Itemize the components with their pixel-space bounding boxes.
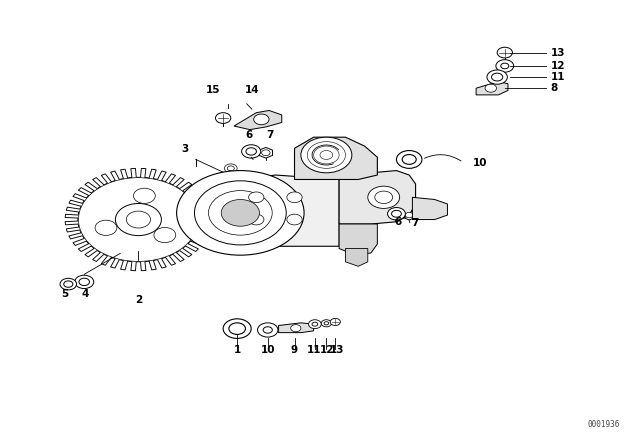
Polygon shape [403,210,415,220]
Circle shape [396,151,422,168]
Circle shape [497,47,513,58]
Circle shape [134,188,156,203]
Text: 15: 15 [205,85,220,95]
Circle shape [75,275,94,289]
Circle shape [209,190,272,235]
Text: 2: 2 [135,295,142,305]
Circle shape [392,210,401,217]
Text: 12: 12 [320,345,334,354]
Text: 13: 13 [550,47,565,58]
Polygon shape [234,111,282,129]
Text: 7: 7 [266,130,273,140]
Circle shape [388,207,405,220]
Circle shape [405,212,413,218]
Polygon shape [476,82,508,95]
Circle shape [64,281,73,287]
Text: 14: 14 [245,85,259,95]
Circle shape [291,325,301,332]
Circle shape [324,322,329,325]
Circle shape [262,150,270,156]
Text: 1: 1 [234,345,241,354]
Circle shape [242,145,260,158]
Circle shape [500,63,509,69]
Text: 12: 12 [550,61,565,71]
Circle shape [195,181,286,245]
Circle shape [312,322,318,326]
Text: 8: 8 [550,83,558,93]
Polygon shape [412,197,447,220]
Text: 3: 3 [182,144,189,154]
Text: 9: 9 [291,345,298,354]
Circle shape [246,148,257,155]
Circle shape [223,319,251,338]
Circle shape [225,164,237,173]
Circle shape [287,214,302,225]
Circle shape [227,166,234,171]
Text: 7: 7 [412,218,419,228]
Circle shape [368,186,399,208]
Circle shape [79,178,198,262]
Text: 10: 10 [260,345,275,354]
Circle shape [154,228,176,243]
Circle shape [263,327,273,333]
Circle shape [287,192,302,202]
Polygon shape [294,137,378,180]
Polygon shape [259,147,273,158]
Text: 13: 13 [330,345,344,354]
Circle shape [60,278,77,290]
Circle shape [402,155,416,164]
Ellipse shape [177,171,304,255]
Circle shape [330,319,340,326]
Text: 4: 4 [81,289,88,299]
Text: 5: 5 [61,289,68,299]
Circle shape [248,214,264,225]
Circle shape [126,211,150,228]
Circle shape [216,113,231,123]
Text: 6: 6 [246,130,253,140]
Circle shape [301,137,352,173]
Polygon shape [228,175,339,246]
Circle shape [221,199,259,226]
Circle shape [321,320,332,327]
Text: 11: 11 [550,72,565,82]
Text: 11: 11 [307,345,321,354]
Text: 0001936: 0001936 [587,420,620,429]
Circle shape [95,220,117,235]
Text: 10: 10 [473,158,488,168]
Circle shape [229,323,246,334]
Circle shape [253,114,269,125]
Circle shape [496,60,514,72]
Circle shape [485,84,497,92]
Text: 6: 6 [394,217,401,227]
Polygon shape [339,171,415,224]
Circle shape [487,70,508,84]
Circle shape [308,320,321,329]
Circle shape [257,323,278,337]
Circle shape [492,73,503,81]
Polygon shape [278,323,314,332]
Polygon shape [161,216,186,223]
Circle shape [79,278,90,285]
Circle shape [375,191,393,203]
Circle shape [248,192,264,202]
Polygon shape [339,224,378,255]
Polygon shape [346,249,368,266]
Circle shape [115,203,161,236]
